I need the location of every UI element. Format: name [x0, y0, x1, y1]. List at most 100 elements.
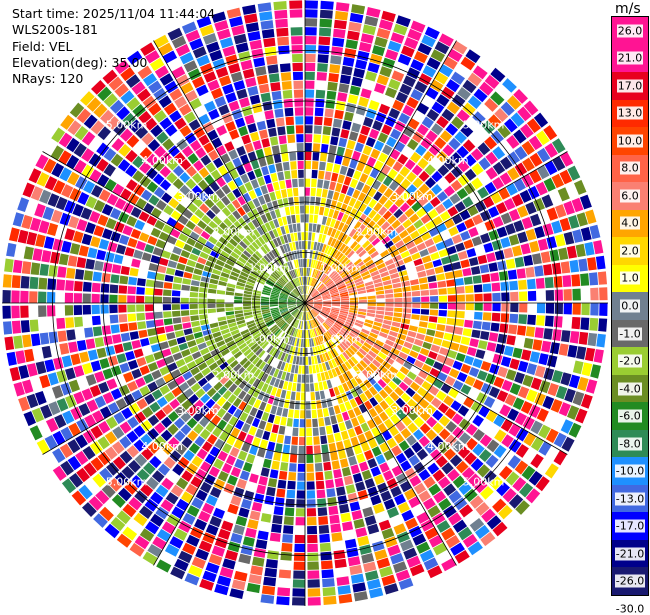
gate-cell	[250, 95, 261, 105]
gate-cell	[293, 374, 297, 383]
gate-cell	[293, 188, 299, 196]
gate-cell	[297, 143, 304, 151]
gate-cell	[29, 291, 37, 303]
gate-cell	[164, 318, 173, 325]
gate-cell	[119, 314, 128, 323]
gate-cell	[7, 352, 17, 366]
gate-cell	[311, 179, 317, 188]
gate-cell	[313, 134, 321, 143]
gate-cell	[342, 521, 353, 531]
gate-cell	[216, 299, 224, 303]
gate-cell	[225, 307, 233, 311]
gate-cell	[368, 306, 376, 309]
gate-cell	[247, 171, 256, 181]
gate-cell	[319, 36, 331, 45]
gate-cell	[573, 361, 584, 375]
gate-cell	[367, 62, 379, 73]
gate-cell	[501, 356, 511, 367]
colorbar-tick-label: 21.0	[612, 52, 648, 65]
range-ring-label: 4.00km	[427, 440, 469, 453]
gate-cell	[322, 578, 335, 587]
gate-cell	[53, 357, 64, 370]
gate-cell	[546, 290, 554, 301]
gate-cell	[278, 398, 284, 407]
gate-cell	[590, 303, 598, 316]
gate-cell	[482, 322, 491, 331]
gate-cell	[226, 311, 235, 315]
gate-cell	[570, 331, 580, 344]
gate-cell	[377, 303, 385, 306]
gate-cell	[296, 134, 303, 142]
gate-cell	[332, 304, 340, 306]
gate-cell	[293, 224, 297, 233]
gate-cell	[264, 496, 274, 506]
gate-cell	[253, 140, 262, 150]
gate-cell	[93, 272, 102, 282]
gate-cell	[289, 152, 296, 161]
gate-cell	[348, 556, 361, 566]
gate-cell	[235, 310, 243, 314]
gate-cell	[216, 304, 224, 308]
gate-cell	[323, 408, 329, 417]
gate-cell	[348, 22, 361, 32]
gate-cell	[350, 298, 358, 301]
gate-cell	[314, 117, 323, 126]
gate-cell	[273, 452, 281, 461]
gate-cell	[270, 469, 279, 478]
gate-cell	[308, 357, 311, 365]
gate-cell	[254, 168, 262, 178]
gate-cell	[146, 280, 155, 288]
gate-cell	[133, 250, 143, 260]
gate-cell	[277, 199, 283, 208]
gate-cell	[261, 138, 270, 148]
gate-cell	[93, 326, 102, 336]
gate-cell	[148, 362, 158, 372]
gate-cell	[252, 557, 265, 567]
gate-cell	[272, 145, 280, 154]
gate-cell	[92, 316, 101, 326]
gate-cell	[270, 136, 278, 145]
gate-cell	[282, 408, 288, 417]
gate-cell	[243, 300, 251, 303]
gate-cell	[274, 506, 284, 515]
gate-cell	[151, 228, 161, 238]
colorbar-tick-label: -1.0	[612, 327, 648, 340]
gate-cell	[366, 7, 380, 18]
gate-cell	[11, 306, 19, 319]
gate-cell	[280, 462, 288, 471]
gate-cell	[588, 333, 598, 346]
gate-cell	[308, 579, 320, 588]
gate-cell	[363, 145, 373, 155]
gate-cell	[331, 173, 338, 182]
gate-cell	[325, 108, 334, 117]
gate-cell	[351, 4, 365, 14]
gate-cell	[319, 207, 324, 216]
gate-cell	[333, 164, 341, 173]
gate-cell	[248, 426, 257, 436]
gate-cell	[429, 316, 438, 323]
gate-cell	[555, 303, 563, 314]
gate-cell	[340, 75, 351, 85]
gate-cell	[44, 359, 55, 372]
gate-cell	[319, 28, 331, 37]
gate-cell	[200, 319, 209, 325]
gate-cell	[554, 450, 568, 465]
gate-cell	[297, 490, 305, 498]
gate-cell	[250, 132, 260, 142]
gate-cell	[191, 321, 200, 327]
gate-cell	[187, 260, 196, 268]
gate-cell	[302, 375, 305, 383]
gate-cell	[173, 317, 182, 324]
gate-cell	[351, 464, 361, 474]
gate-cell	[208, 309, 216, 314]
gate-cell	[301, 339, 303, 347]
gate-cell	[317, 72, 327, 81]
gate-cell	[541, 251, 551, 263]
gate-cell	[292, 588, 305, 596]
gate-cell	[433, 259, 443, 267]
gate-cell	[465, 285, 474, 293]
gate-cell	[298, 161, 304, 169]
gate-cell	[469, 367, 479, 377]
gate-cell	[311, 241, 315, 249]
gate-cell	[436, 324, 445, 331]
